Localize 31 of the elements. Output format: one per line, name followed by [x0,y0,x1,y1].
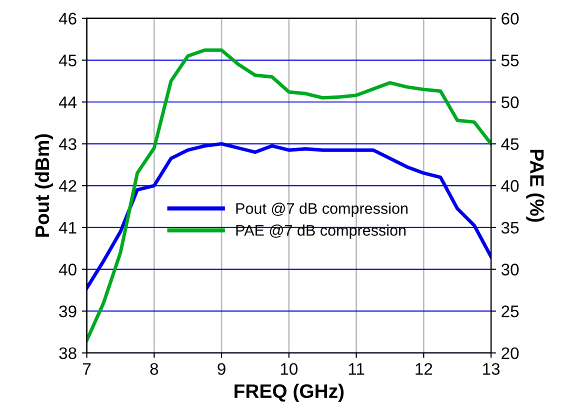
legend-label: Pout @7 dB compression [236,202,408,217]
y-tick-label: 41 [58,222,76,234]
y-tick-label: 43 [58,138,76,150]
x-axis-title: FREQ (GHz) [234,384,344,402]
y-axis-title: Pout (dBm) [34,134,53,237]
y-tick-label: 46 [58,12,76,25]
y-tick-label: 45 [58,54,76,66]
y2-tick-label: 45 [501,138,519,150]
y2-tick-label: 40 [501,180,519,192]
y2-tick-label: 25 [502,306,519,318]
y2-tick-label: 35 [501,222,519,234]
line-series [86,48,492,342]
x-tick-label: 12 [416,363,432,375]
x-tick-label: 9 [218,363,226,375]
x-tick-label: 11 [348,363,364,375]
y2-tick-label: 30 [501,264,519,276]
y2-tick-label: 60 [502,12,519,25]
y-tick-label: 38 [59,347,76,360]
x-tick-label: 13 [483,363,500,375]
y-tick-label: 44 [58,96,77,108]
x-tick-label: 10 [280,363,298,375]
y2-tick-label: 50 [501,96,519,108]
y-tick-label: 39 [59,306,76,318]
y2-tick-label: 55 [501,54,519,66]
line-series [86,142,492,290]
y-tick-label: 40 [58,264,76,276]
y-tick-label: 42 [58,180,76,192]
y2-tick-label: 20 [502,347,519,360]
y2-axis-title: PAE (%) [526,150,544,222]
x-tick-label: 8 [150,363,158,375]
x-tick-label: 7 [83,363,91,375]
